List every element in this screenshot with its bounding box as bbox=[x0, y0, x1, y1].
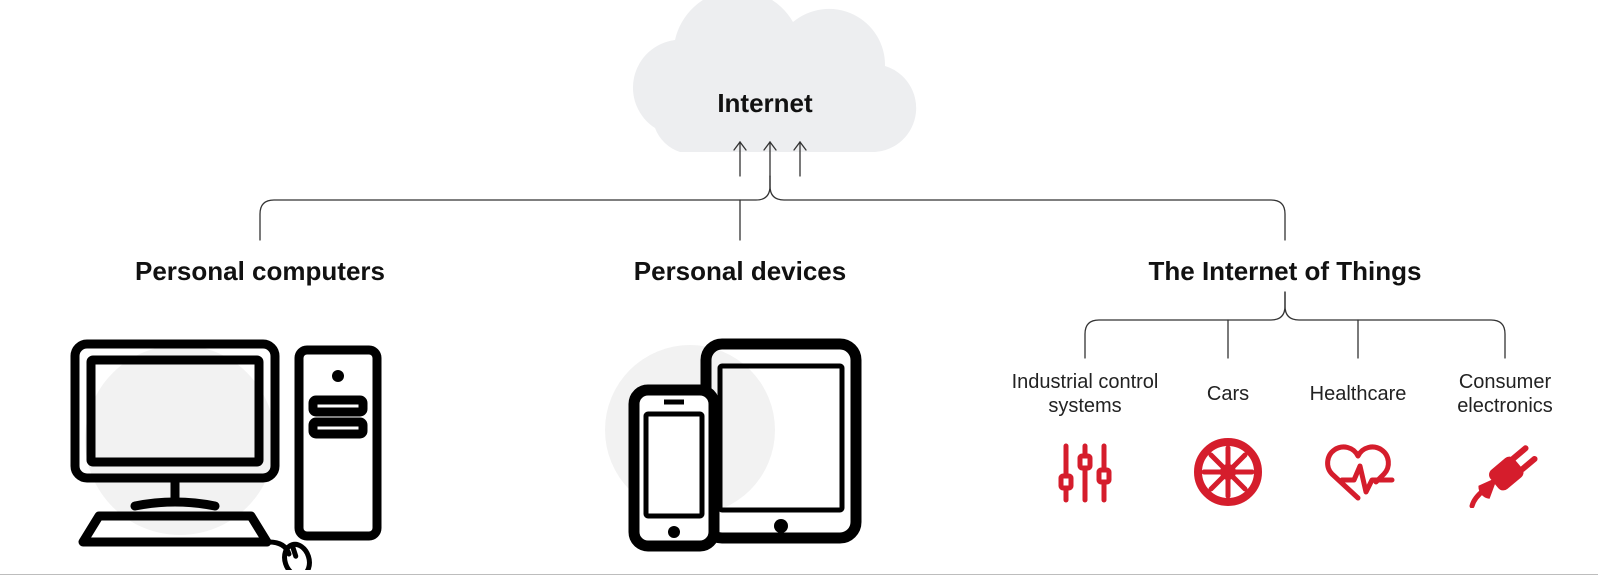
pc-icon bbox=[55, 330, 395, 575]
iot-child-ics-label: Industrial control systems bbox=[1005, 370, 1165, 418]
root-label: Internet bbox=[717, 88, 812, 119]
iot-child-cars-label: Cars bbox=[1207, 382, 1249, 406]
sliders-icon bbox=[1050, 438, 1120, 513]
devices-icon bbox=[610, 330, 870, 565]
top-bracket-right bbox=[770, 176, 1285, 240]
iot-child-hc-label: Healthcare bbox=[1310, 382, 1407, 406]
cloud-icon bbox=[633, 0, 916, 152]
wheel-icon bbox=[1192, 436, 1264, 513]
plug-icon bbox=[1466, 436, 1544, 513]
heartbeat-icon bbox=[1320, 438, 1396, 513]
baseline bbox=[0, 574, 1598, 575]
iot-child-ce-label: Consumer electronics bbox=[1445, 370, 1565, 418]
iot-child-ce-text: Consumer electronics bbox=[1457, 371, 1553, 417]
iot-bracket-left bbox=[1085, 292, 1285, 358]
top-bracket-left bbox=[260, 176, 770, 240]
iot-child-ics-line1: Industrial control systems bbox=[1012, 371, 1159, 417]
arrows-up bbox=[734, 142, 806, 176]
diagram-stage: Internet Personal com bbox=[0, 0, 1600, 583]
branch-iot-label: The Internet of Things bbox=[1149, 256, 1422, 287]
iot-bracket-right bbox=[1285, 292, 1505, 358]
branch-pc-label: Personal computers bbox=[135, 256, 385, 287]
branch-devices-label: Personal devices bbox=[634, 256, 846, 287]
